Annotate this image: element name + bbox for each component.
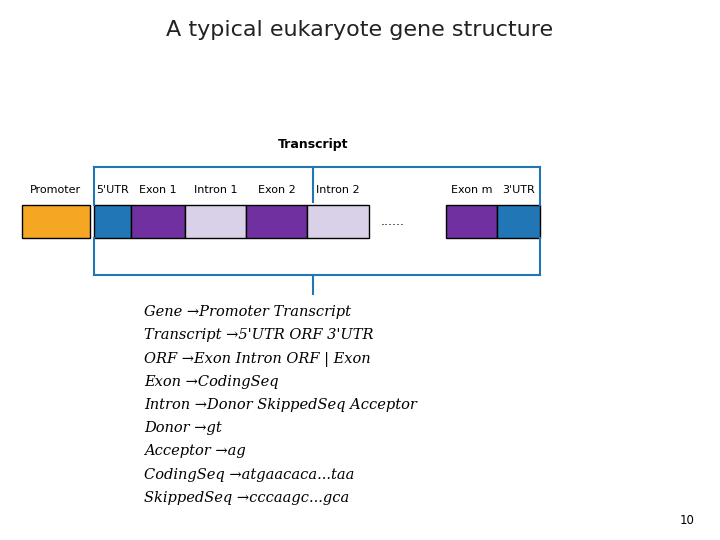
Text: Exon 1: Exon 1	[139, 185, 177, 195]
Text: A typical eukaryote gene structure: A typical eukaryote gene structure	[166, 19, 554, 40]
Bar	[307, 205, 369, 238]
Text: Acceptor →ag: Acceptor →ag	[144, 444, 246, 458]
Text: Intron 2: Intron 2	[316, 185, 360, 195]
Text: Transcript: Transcript	[278, 138, 348, 151]
Text: 3'UTR: 3'UTR	[502, 185, 535, 195]
Bar	[94, 205, 131, 238]
Text: Exon 2: Exon 2	[258, 185, 296, 195]
Text: 5'UTR: 5'UTR	[96, 185, 129, 195]
Text: CodingSeq →atgaacaca...taa: CodingSeq →atgaacaca...taa	[144, 468, 354, 482]
Bar	[22, 205, 90, 238]
Text: ORF →Exon Intron ORF | Exon: ORF →Exon Intron ORF | Exon	[144, 352, 371, 367]
Bar	[446, 205, 497, 238]
Text: 10: 10	[680, 514, 695, 526]
Text: Transcript →5'UTR ORF 3'UTR: Transcript →5'UTR ORF 3'UTR	[144, 328, 374, 342]
Bar	[185, 205, 246, 238]
Text: Gene →Promoter Transcript: Gene →Promoter Transcript	[144, 305, 351, 319]
Text: Exon →CodingSeq: Exon →CodingSeq	[144, 375, 279, 389]
Bar	[497, 205, 540, 238]
Bar	[246, 205, 307, 238]
Text: Promoter: Promoter	[30, 185, 81, 195]
Text: Exon m: Exon m	[451, 185, 492, 195]
Text: SkippedSeq →cccaagc...gca: SkippedSeq →cccaagc...gca	[144, 491, 349, 505]
Text: ......: ......	[380, 215, 405, 228]
Text: Intron 1: Intron 1	[194, 185, 238, 195]
Text: Intron →Donor SkippedSeq Acceptor: Intron →Donor SkippedSeq Acceptor	[144, 398, 417, 412]
Text: Donor →gt: Donor →gt	[144, 421, 222, 435]
Bar	[131, 205, 185, 238]
